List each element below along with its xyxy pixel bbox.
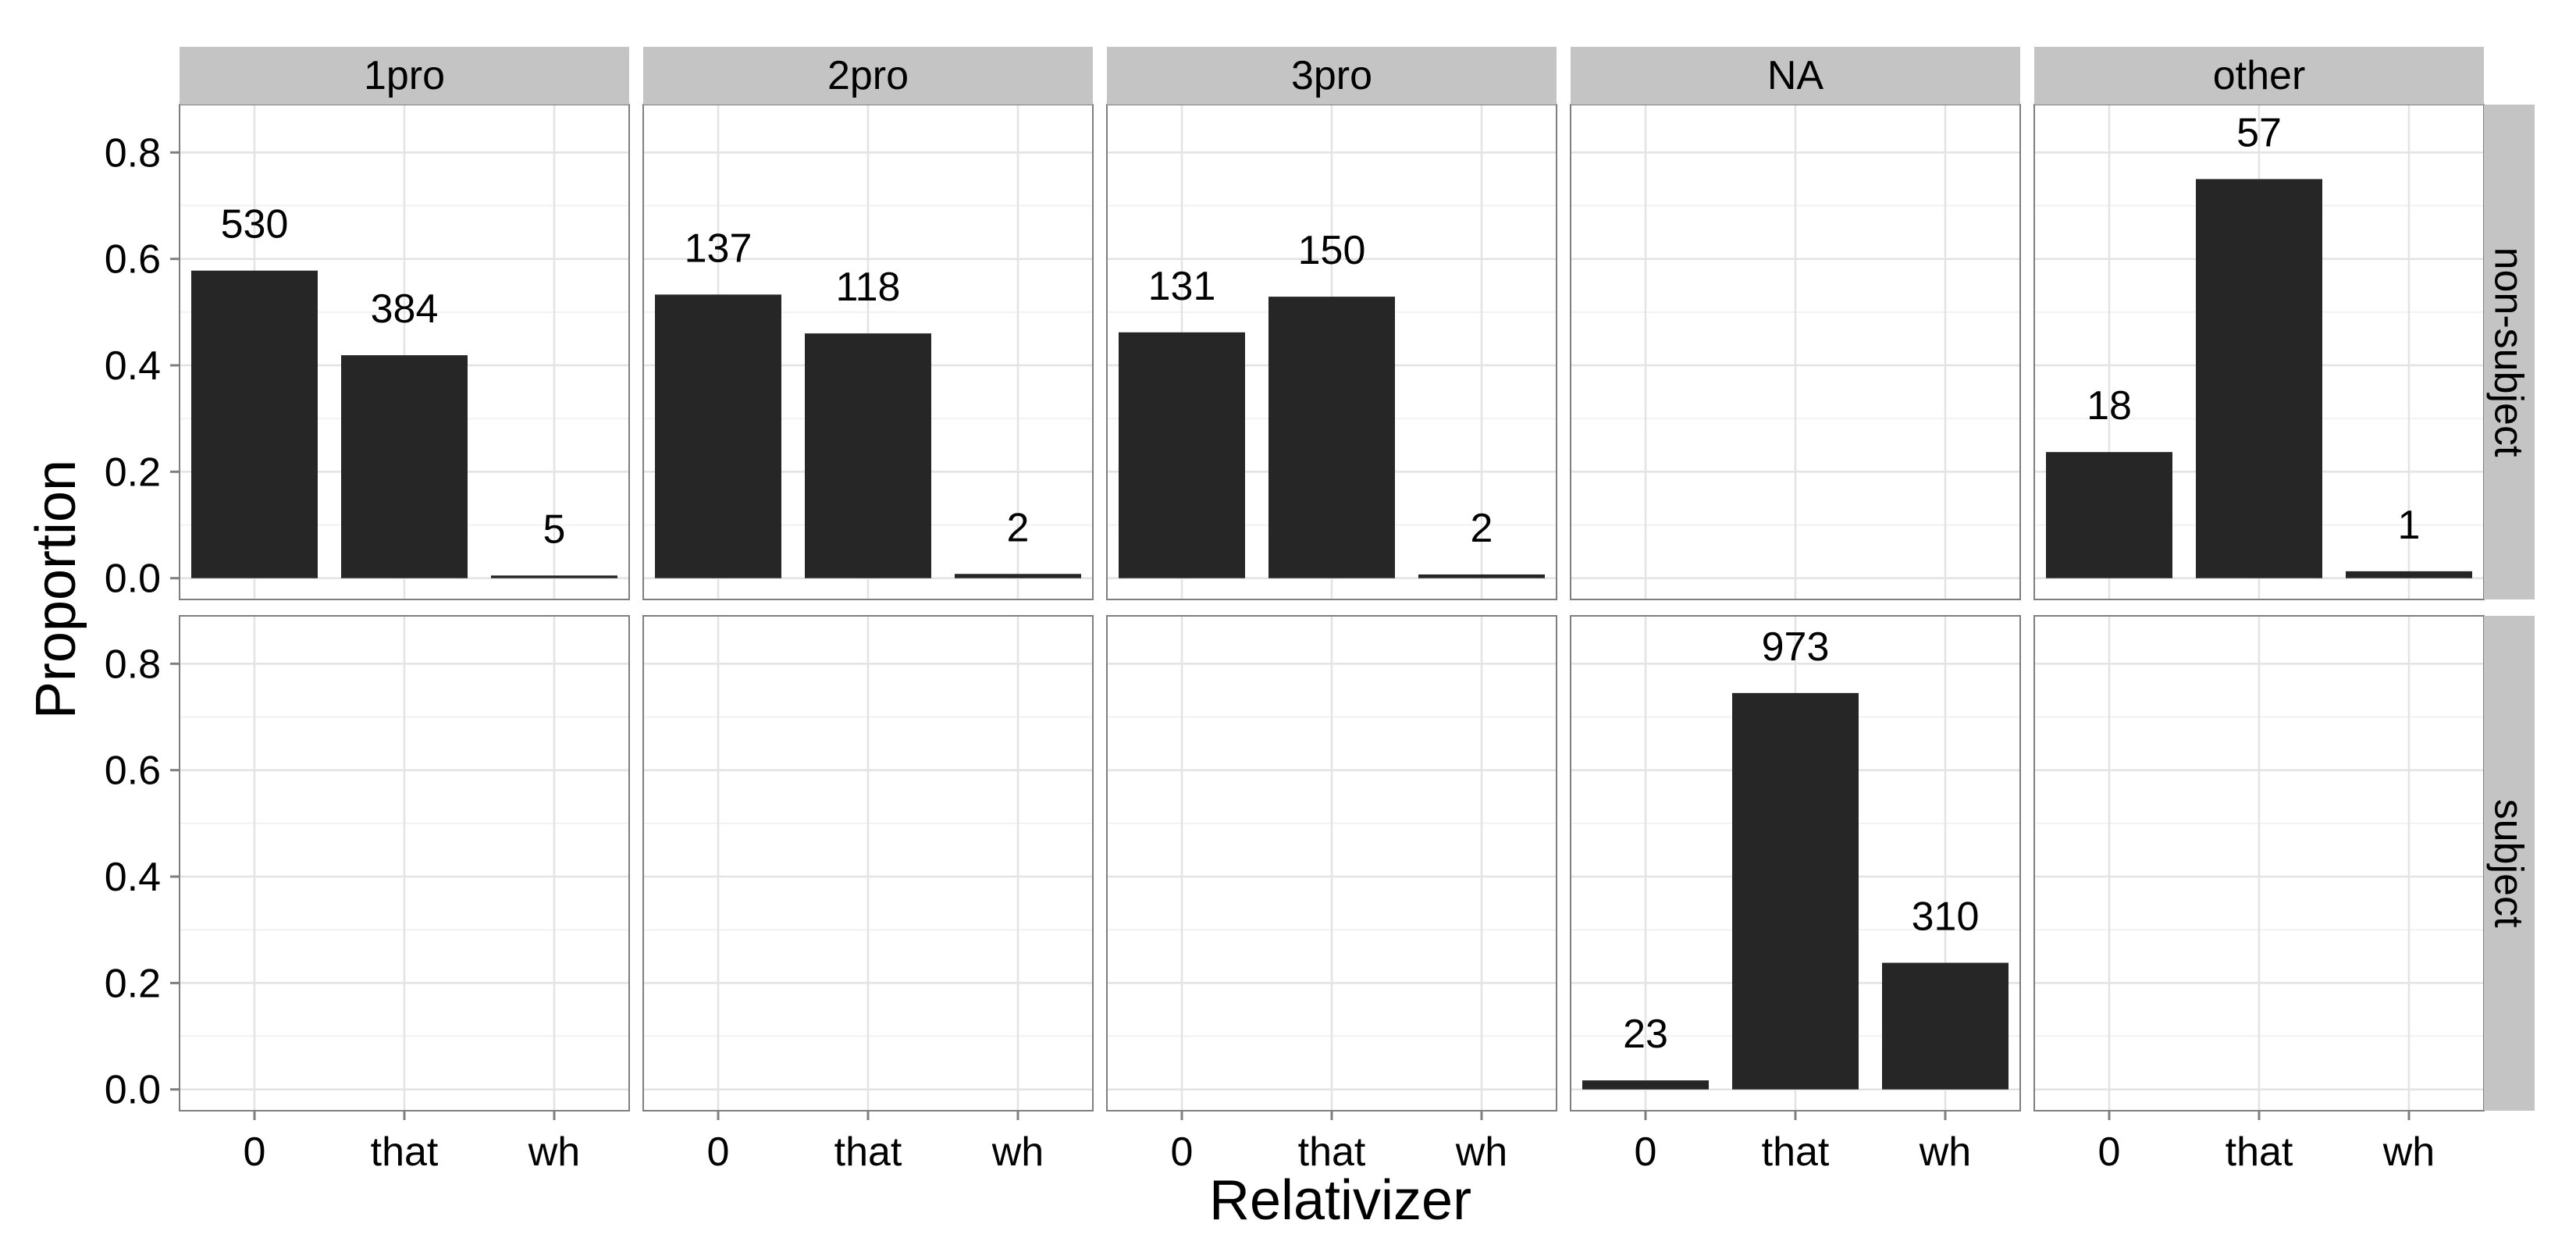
bar-label: 2 (1471, 506, 1493, 551)
y-tick-label: 0.8 (105, 130, 161, 176)
y-tick-label: 0.0 (105, 557, 161, 602)
bar-label: 384 (371, 286, 439, 332)
y-tick-label: 0.2 (105, 450, 161, 495)
y-tick-label: 0.2 (105, 961, 161, 1006)
y-tick-label: 0.8 (105, 642, 161, 687)
bar-label: 131 (1148, 264, 1216, 309)
bar (1418, 574, 1545, 578)
bar-label: 5 (543, 507, 566, 552)
x-axis-title: Relativizer (1209, 1169, 1471, 1232)
facet-panel (1106, 615, 1557, 1112)
bar (955, 574, 1081, 578)
bar (2196, 179, 2322, 578)
x-tick-label: 0 (707, 1129, 730, 1175)
x-tick-label: that (2226, 1129, 2293, 1175)
bar (1119, 332, 1245, 578)
bar (805, 333, 931, 578)
facet-panel (2033, 615, 2485, 1112)
bar (655, 294, 781, 578)
bar (191, 270, 318, 578)
x-tick-label: that (371, 1129, 439, 1175)
bar (1268, 297, 1395, 578)
column-strip (2034, 47, 2484, 105)
bar-label: 118 (836, 265, 901, 310)
bar (341, 355, 468, 578)
facet-panel: 530 384 5 (179, 104, 630, 600)
column-strip (1107, 47, 1557, 105)
bar-label: 310 (1912, 894, 1980, 939)
bar-label: 973 (1762, 624, 1830, 670)
x-tick-label: wh (528, 1129, 580, 1175)
y-tick-label: 0.4 (105, 855, 161, 900)
bar-label: 18 (2087, 383, 2132, 429)
facet-panel (1570, 104, 2021, 600)
x-tick-label: that (1298, 1129, 1366, 1175)
column-strip-label: 2pro (827, 53, 909, 98)
bar-label: 530 (221, 202, 289, 247)
bar (2346, 571, 2472, 578)
column-strip (180, 47, 629, 105)
x-tick-label: 0 (2098, 1129, 2121, 1175)
column-strip-label: 1pro (364, 53, 445, 98)
strips-layer: 1pro 2pro 3pro NA other non-subject subject (180, 47, 2535, 1111)
x-tick-label: that (834, 1129, 902, 1175)
axes-layer: 0.0 0.2 0.4 0.6 0.8 0.0 0.2 0.4 0.6 0.8 0 that wh 0 th… (105, 130, 2435, 1175)
column-strip-label: NA (1767, 53, 1824, 98)
row-strip (2484, 616, 2535, 1111)
bar (1882, 962, 2008, 1090)
facet-panel (179, 615, 630, 1112)
y-tick-label: 0.6 (105, 749, 161, 794)
x-tick-label: 0 (1171, 1129, 1194, 1175)
column-strip-label: 3pro (1291, 53, 1372, 98)
facet-panel: 18 57 1 (2033, 104, 2485, 600)
bar (2046, 452, 2172, 578)
bar-label: 57 (2236, 110, 2282, 155)
facet-panel: 137 118 2 (642, 104, 1094, 600)
facet-panel: 23 973 310 (1570, 615, 2021, 1112)
row-strip-label: subject (2486, 799, 2532, 928)
facet-panel: 131 150 2 (1106, 104, 1557, 600)
y-axis-title: Proportion (25, 460, 87, 719)
x-tick-label: that (1762, 1129, 1830, 1175)
column-strip (1571, 47, 2020, 105)
column-strip (643, 47, 1093, 105)
bar-label: 1 (2398, 503, 2421, 548)
row-strip-label: non-subject (2486, 247, 2532, 457)
y-tick-label: 0.0 (105, 1068, 161, 1113)
bar-label: 150 (1298, 228, 1366, 273)
bar-label: 23 (1623, 1012, 1668, 1057)
y-tick-label: 0.6 (105, 237, 161, 283)
x-tick-label: wh (1919, 1129, 1971, 1175)
column-strip-label: other (2213, 53, 2306, 98)
y-tick-label: 0.4 (105, 343, 161, 389)
x-tick-label: wh (2382, 1129, 2435, 1175)
bar (1732, 692, 1859, 1090)
bar-label: 2 (1007, 505, 1030, 550)
bar-label: 137 (685, 226, 753, 271)
bar (491, 575, 617, 578)
panels-layer: 530 384 5 137 118 2 131 150 2 18 57 1 23 973 310 (179, 104, 2485, 1112)
facet-panel (642, 615, 1094, 1112)
bar (1582, 1080, 1709, 1090)
row-strip (2484, 105, 2535, 599)
x-tick-label: 0 (1635, 1129, 1657, 1175)
x-tick-label: wh (991, 1129, 1044, 1175)
x-tick-label: 0 (244, 1129, 266, 1175)
x-tick-label: wh (1455, 1129, 1507, 1175)
